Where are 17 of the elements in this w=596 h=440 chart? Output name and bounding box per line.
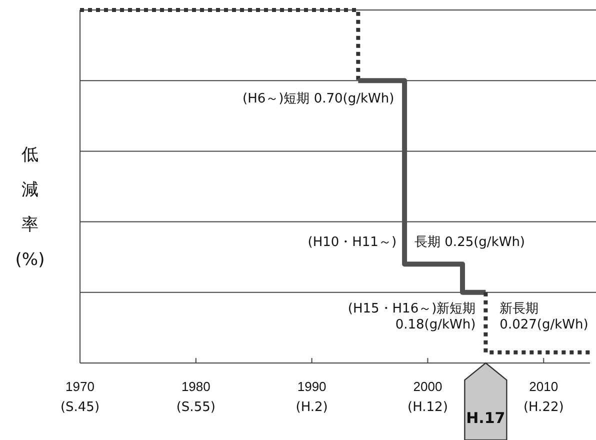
- text: (S.55): [176, 400, 216, 415]
- annotation: (H6～)短期 0.70(g/kWh): [242, 92, 394, 107]
- annotation: 長期 0.25(g/kWh): [414, 235, 526, 250]
- x-tick-label: 1970: [66, 379, 94, 394]
- annotation: (H10・H11～): [308, 235, 397, 250]
- x-tick-label: 2010: [529, 379, 558, 394]
- annotation: (H15・H16～)新短期 0.18(g/kWh): [348, 301, 476, 332]
- x-tick-label: 1990: [297, 379, 326, 394]
- text: (H.2): [296, 400, 328, 415]
- x-tick-label: 1980: [181, 379, 210, 394]
- text: (H.12): [408, 400, 448, 415]
- text: H.17: [466, 409, 506, 427]
- text: (H.22): [523, 400, 564, 415]
- annotation: 新長期 0.027(g/kWh): [500, 301, 588, 332]
- x-tick-label: 2000: [413, 379, 442, 394]
- y-axis-title: 低減率(%): [15, 145, 45, 270]
- text: (S.45): [60, 400, 100, 415]
